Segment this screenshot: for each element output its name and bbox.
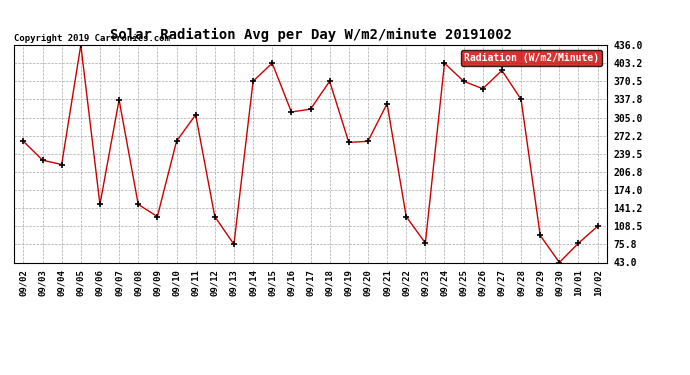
Legend: Radiation (W/m2/Minute): Radiation (W/m2/Minute) bbox=[462, 50, 602, 66]
Text: Copyright 2019 Cartronics.com: Copyright 2019 Cartronics.com bbox=[14, 34, 170, 43]
Title: Solar Radiation Avg per Day W/m2/minute 20191002: Solar Radiation Avg per Day W/m2/minute … bbox=[110, 28, 511, 42]
